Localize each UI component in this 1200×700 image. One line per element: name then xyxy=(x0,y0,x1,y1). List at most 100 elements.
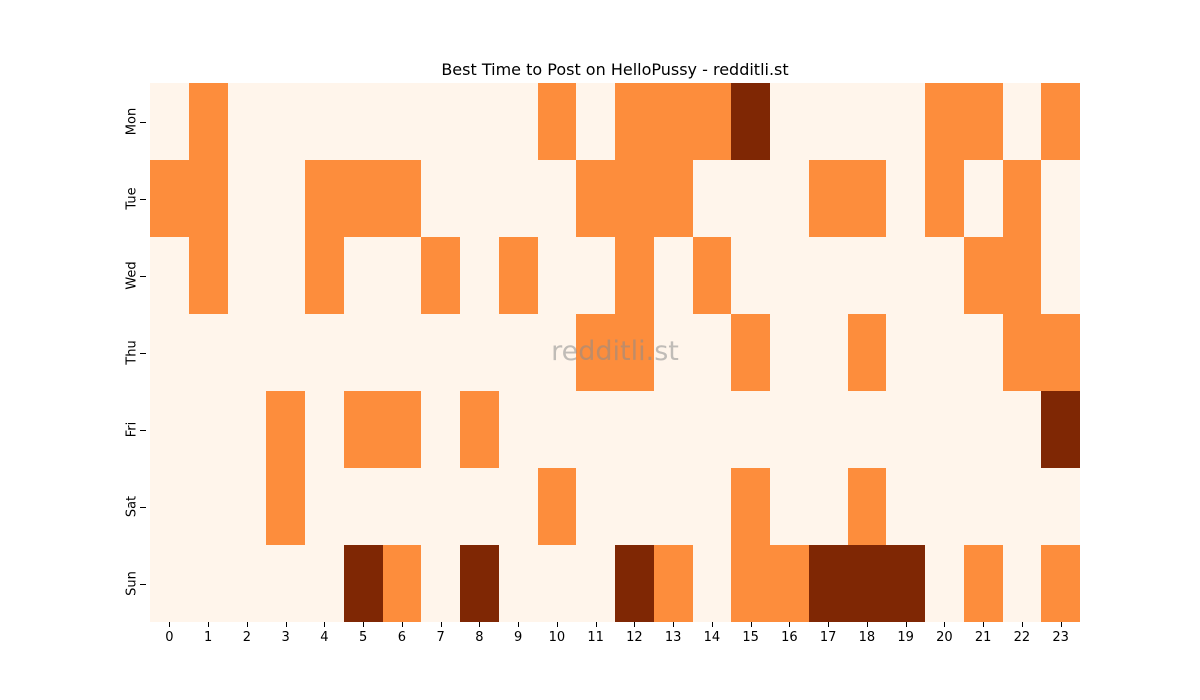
heatmap-cell xyxy=(692,237,732,314)
heatmap-cell xyxy=(305,391,344,468)
heatmap-cell xyxy=(731,314,770,391)
x-tick xyxy=(286,622,287,627)
x-tick xyxy=(789,622,790,627)
heatmap-cell xyxy=(615,391,654,468)
heatmap-cell xyxy=(498,391,538,468)
y-tick xyxy=(140,276,146,277)
y-tick xyxy=(140,199,146,200)
heatmap-cell xyxy=(537,160,577,237)
heatmap-cell xyxy=(227,391,267,468)
x-tick xyxy=(634,622,635,627)
heatmap-cell xyxy=(1041,468,1080,545)
heatmap-cell xyxy=(770,391,809,468)
heatmap-cell xyxy=(847,160,887,237)
heatmap-cell xyxy=(537,314,577,391)
heatmap-cell xyxy=(731,391,770,468)
heatmap-cell xyxy=(537,237,577,314)
x-tick xyxy=(828,622,829,627)
heatmap-cell xyxy=(150,545,189,622)
heatmap-cell xyxy=(498,237,538,314)
heatmap-cell xyxy=(731,83,770,160)
heatmap-cell xyxy=(266,83,305,160)
x-tick-label: 14 xyxy=(703,630,721,645)
y-tick-label: Mon xyxy=(124,107,140,135)
x-tick-label: 23 xyxy=(1052,630,1069,645)
heatmap-cell xyxy=(925,314,964,391)
x-tick-label: 9 xyxy=(513,630,523,645)
heatmap-cell xyxy=(305,160,344,237)
heatmap-cell xyxy=(1041,237,1080,314)
heatmap-cell xyxy=(537,468,577,545)
heatmap-cell xyxy=(266,160,305,237)
heatmap-cell xyxy=(576,391,615,468)
x-tick xyxy=(479,622,480,627)
heatmap-cell xyxy=(305,83,344,160)
heatmap-cell xyxy=(537,391,577,468)
heatmap-cell xyxy=(886,314,925,391)
heatmap-cell xyxy=(692,391,732,468)
heatmap-cell xyxy=(227,237,267,314)
heatmap-cell xyxy=(498,83,538,160)
heatmap-cell xyxy=(460,468,499,545)
heatmap-cell xyxy=(692,545,732,622)
heatmap-cell xyxy=(537,545,577,622)
heatmap-cell xyxy=(925,468,964,545)
heatmap-cell xyxy=(188,314,228,391)
heatmap-cell xyxy=(808,314,848,391)
heatmap-cell xyxy=(460,160,499,237)
heatmap-cell xyxy=(305,468,344,545)
heatmap-cell xyxy=(498,468,538,545)
heatmap-cell xyxy=(460,545,499,622)
heatmap-cell xyxy=(266,314,305,391)
x-tick xyxy=(169,622,170,627)
watermark: redditli.st xyxy=(551,336,679,367)
heatmap-cell xyxy=(266,468,305,545)
x-tick-label: 3 xyxy=(281,630,290,645)
y-tick-label: Sat xyxy=(124,495,140,517)
heatmap-cell xyxy=(421,237,460,314)
heatmap-cell xyxy=(421,314,460,391)
x-tick xyxy=(1022,622,1023,627)
x-tick-label: 10 xyxy=(548,630,566,645)
heatmap-cell xyxy=(227,83,267,160)
heatmap-cell xyxy=(653,314,693,391)
heatmap-cell xyxy=(498,314,538,391)
x-tick-label: 2 xyxy=(242,630,252,645)
heatmap-cell xyxy=(460,83,499,160)
heatmap-cell xyxy=(925,237,964,314)
x-tick-label: 0 xyxy=(165,630,174,645)
heatmap-cell xyxy=(382,83,422,160)
heatmap-cell xyxy=(537,83,577,160)
heatmap-cell xyxy=(188,468,228,545)
heatmap-cell xyxy=(653,237,693,314)
heatmap-cell xyxy=(576,314,615,391)
heatmap-cell xyxy=(343,391,383,468)
heatmap-cell xyxy=(770,160,809,237)
x-tick xyxy=(402,622,403,627)
heatmap-cell xyxy=(227,160,267,237)
heatmap-cell xyxy=(576,468,615,545)
heatmap-cell xyxy=(963,237,1003,314)
heatmap-cell xyxy=(692,160,732,237)
heatmap-cell xyxy=(343,160,383,237)
y-tick-label: Wed xyxy=(124,260,140,290)
x-tick-label: 5 xyxy=(358,630,368,645)
heatmap-cell xyxy=(963,160,1003,237)
heatmap-cell xyxy=(460,237,499,314)
heatmap-cell xyxy=(731,237,770,314)
heatmap-cell xyxy=(266,545,305,622)
heatmap-cell xyxy=(770,237,809,314)
heatmap-cell xyxy=(808,468,848,545)
heatmap-cell xyxy=(963,468,1003,545)
heatmap-cell xyxy=(382,391,422,468)
x-tick xyxy=(751,622,752,627)
heatmap-cell xyxy=(498,545,538,622)
heatmap-cell xyxy=(576,160,615,237)
heatmap-cell xyxy=(808,237,848,314)
heatmap-cell xyxy=(150,468,189,545)
x-tick-label: 1 xyxy=(203,630,213,645)
x-tick-label: 21 xyxy=(974,630,992,645)
heatmap-cell xyxy=(963,545,1003,622)
heatmap-cell xyxy=(343,237,383,314)
x-tick-label: 17 xyxy=(819,630,837,645)
